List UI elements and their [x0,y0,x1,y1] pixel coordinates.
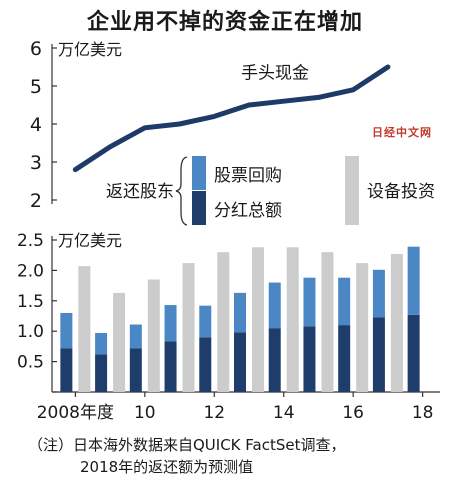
capex-bar [217,252,230,392]
buyback-bar [60,312,73,349]
legend-label-dividend: 分红总额 [214,201,282,221]
footnote-line-1: （注）日本海外数据来自QUICK FactSet调查， [28,436,346,454]
bar-y-tick-label: 1.0 [17,322,44,342]
legend-label-capex: 设备投资 [367,182,435,202]
capex-bar [321,252,334,392]
chart-title: 企业用不掉的资金正在增加 [86,10,363,35]
bar-y-tick-label: 2.5 [17,231,44,251]
buyback-bar [303,277,316,327]
cash-line [72,64,391,173]
dividend-bar [372,317,385,392]
dividend-bar [129,348,142,392]
buyback-bar [407,246,420,315]
bar-x-tick-label: 12 [203,403,225,423]
capex-bar [356,263,369,392]
dividend-bar [60,348,73,392]
capex-bar [113,292,126,392]
line-y-tick-label: 3 [30,152,42,174]
legend-group-label: 返还股东 [106,182,174,202]
capex-bar [147,279,160,392]
legend-brace [175,156,188,226]
bar-x-tick-label: 16 [342,403,364,423]
bar-x-tick-label: 14 [273,403,295,423]
line-y-unit-label: 万亿美元 [58,40,122,59]
legend-swatch-dividend [192,191,206,225]
dividend-bar [338,325,351,392]
line-y-tick-label: 6 [30,38,42,60]
dividend-bar [268,328,281,392]
capex-bar [286,247,299,392]
buyback-bar [95,333,108,355]
cash-series-label: 手头现金 [241,63,309,83]
legend-swatch-capex [345,156,359,225]
line-y-tick-label: 5 [30,76,42,98]
buyback-bar [234,292,246,333]
bar-x-tick-label: 18 [412,403,434,423]
footnote-line-2: 2018年的返还额为预测值 [80,458,254,476]
buyback-bar [199,305,212,338]
dividend-bar [303,326,316,392]
line-y-tick-label: 2 [30,190,42,212]
dividend-bar [199,337,212,392]
legend-swatch-buyback [192,156,206,190]
dividend-bar [164,341,177,392]
bar-x-tick-label: 2008年度 [37,403,114,423]
bar-y-tick-label: 2.0 [17,261,44,281]
capex-bar [78,266,91,392]
buyback-bar [372,269,385,318]
buyback-bar [129,324,142,349]
bar-y-unit-label: 万亿美元 [58,231,122,250]
buyback-bar [164,305,177,342]
capex-bar [182,263,195,392]
capex-bar [252,247,264,392]
legend-label-buyback: 股票回购 [214,166,282,186]
dividend-bar [95,354,108,392]
watermark-text: 日经中文网 [372,126,432,139]
buyback-bar [268,282,281,329]
line-y-tick-label: 4 [30,114,42,136]
bar-y-tick-label: 1.5 [17,292,44,312]
dividend-bar [234,332,246,392]
capex-bar [390,253,403,392]
bar-y-tick-label: 0.5 [17,353,44,373]
dividend-bar [407,314,420,392]
buyback-bar [338,277,351,326]
bar-x-tick-label: 10 [134,403,156,423]
